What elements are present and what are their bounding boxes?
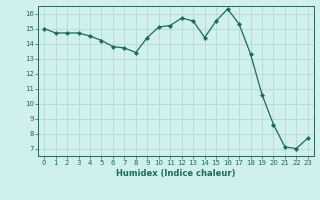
X-axis label: Humidex (Indice chaleur): Humidex (Indice chaleur) <box>116 169 236 178</box>
